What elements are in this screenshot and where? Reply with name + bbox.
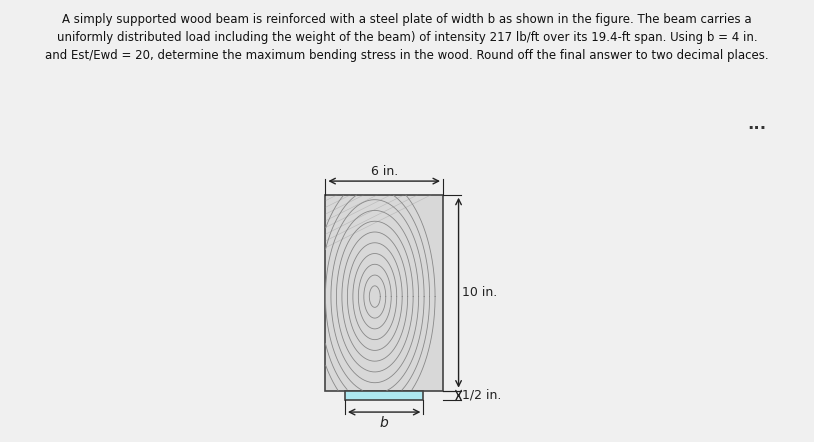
Text: 6 in.: 6 in. <box>370 165 398 178</box>
Text: 10 in.: 10 in. <box>462 286 497 299</box>
Text: $b$: $b$ <box>379 415 389 430</box>
Text: 1/2 in.: 1/2 in. <box>462 389 502 402</box>
Bar <box>326 195 443 391</box>
Bar <box>345 391 423 400</box>
Text: A simply supported wood beam is reinforced with a steel plate of width b as show: A simply supported wood beam is reinforc… <box>46 13 768 62</box>
Text: ...: ... <box>747 115 767 133</box>
